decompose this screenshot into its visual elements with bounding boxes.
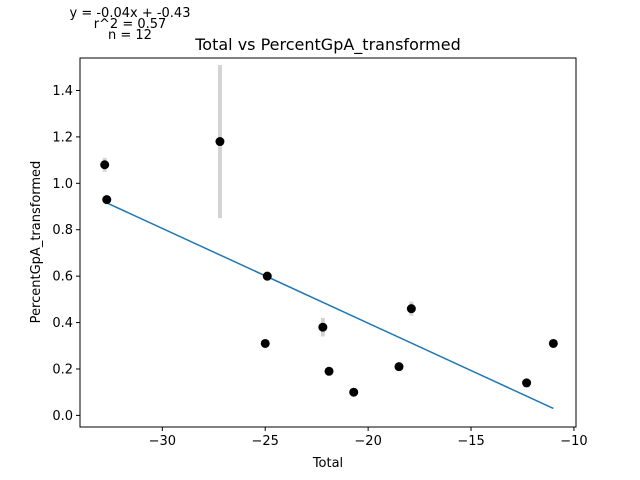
x-tick-label: −15 [457, 434, 484, 449]
x-axis: −30 −25 −20 −15 −10 [149, 427, 588, 449]
annotation-n: n = 12 [108, 28, 152, 43]
annotation-block: y = -0.04x + -0.43 r^2 = 0.57 n = 12 [70, 6, 191, 43]
x-tick-label: −10 [560, 434, 587, 449]
y-axis: 0.0 0.2 0.4 0.6 0.8 1.0 1.2 1.4 [52, 84, 80, 424]
data-point [548, 338, 558, 348]
data-point [100, 160, 110, 170]
plot-area [100, 64, 558, 410]
axes-frame [79, 57, 577, 428]
data-point [522, 378, 532, 388]
y-tick-label: 1.2 [52, 130, 73, 145]
data-point [318, 322, 328, 332]
data-point [262, 271, 272, 281]
data-point [349, 387, 359, 397]
x-tick-label: −25 [252, 434, 279, 449]
annotation-r-squared: r^2 = 0.57 [94, 17, 167, 32]
annotation-equation: y = -0.04x + -0.43 [70, 6, 191, 21]
y-axis-label: PercentGpA_transformed [29, 161, 44, 324]
y-tick-label: 0.4 [52, 316, 73, 331]
data-point [406, 304, 416, 314]
data-point [102, 195, 112, 205]
y-tick-label: 0.2 [52, 362, 73, 377]
y-tick-label: 1.0 [52, 177, 73, 192]
data-point [260, 338, 270, 348]
y-tick-label: 0.6 [52, 270, 73, 285]
x-tick-label: −20 [354, 434, 381, 449]
y-tick-label: 0.0 [52, 409, 73, 424]
data-point [394, 362, 404, 372]
x-tick-label: −30 [149, 434, 176, 449]
y-tick-label: 1.4 [52, 84, 73, 99]
fit-line [104, 201, 554, 410]
x-axis-label: Total [312, 456, 343, 471]
chart-title: Total vs PercentGpA_transformed [194, 35, 460, 55]
y-tick-label: 0.8 [52, 223, 73, 238]
data-point [324, 366, 334, 376]
data-point [215, 137, 225, 147]
